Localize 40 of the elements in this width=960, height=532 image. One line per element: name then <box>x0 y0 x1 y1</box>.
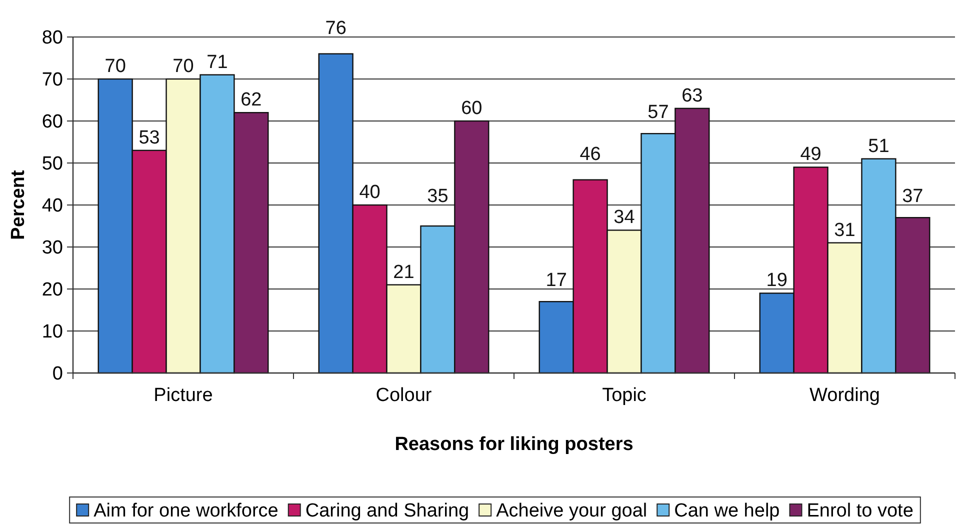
data-label: 21 <box>393 262 414 283</box>
data-label: 19 <box>766 270 788 291</box>
legend-label: Acheive your goal <box>496 500 648 522</box>
data-label: 63 <box>682 85 703 106</box>
y-tick-label: 80 <box>42 28 63 49</box>
data-label: 37 <box>902 186 924 207</box>
data-label: 17 <box>546 270 567 291</box>
legend-label: Enrol to vote <box>806 500 914 522</box>
data-label: 70 <box>172 56 194 77</box>
y-tick-label: 60 <box>42 112 63 133</box>
data-label: 35 <box>427 186 448 207</box>
x-axis-title: Reasons for liking posters <box>394 434 634 455</box>
y-axis-title: Percent <box>8 169 29 240</box>
data-label: 51 <box>868 136 890 157</box>
x-tick-label: Picture <box>154 385 213 406</box>
data-label: 60 <box>461 98 482 119</box>
y-tick-label: 50 <box>42 154 63 175</box>
data-label: 71 <box>206 52 228 73</box>
legend-label: Aim for one workforce <box>94 500 278 522</box>
data-label: 49 <box>800 144 822 165</box>
y-tick-label: 40 <box>42 196 63 217</box>
y-tick-label: 0 <box>52 364 63 385</box>
y-tick-label: 30 <box>42 238 63 259</box>
data-label: 62 <box>240 90 262 111</box>
data-label: 53 <box>138 127 160 148</box>
legend-label: Can we help <box>674 500 780 522</box>
data-label: 40 <box>359 182 380 203</box>
data-label: 31 <box>834 220 856 241</box>
data-label: 76 <box>325 18 346 39</box>
y-tick-label: 70 <box>42 70 63 91</box>
y-tick-label: 20 <box>42 280 63 301</box>
data-label: 57 <box>648 102 669 123</box>
y-tick-label: 10 <box>42 322 63 343</box>
data-label: 70 <box>104 56 126 77</box>
x-tick-label: Colour <box>376 385 432 406</box>
data-label: 34 <box>614 207 636 228</box>
x-tick-label: Wording <box>810 385 880 406</box>
data-label: 46 <box>580 144 601 165</box>
x-tick-label: Topic <box>602 385 646 406</box>
legend-label: Caring and Sharing <box>305 500 470 522</box>
